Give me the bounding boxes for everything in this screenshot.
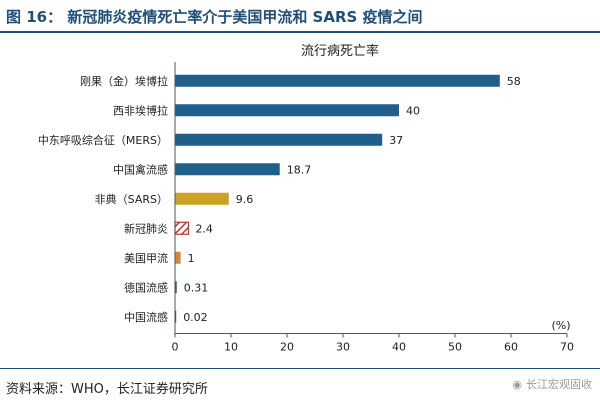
bar — [175, 163, 280, 176]
x-tick-label: 0 — [172, 341, 179, 354]
bar — [174, 221, 190, 235]
category-label: 刚果（金）埃博拉 — [80, 74, 168, 88]
category-label: 德国流感 — [124, 280, 168, 294]
x-tick-label: 40 — [392, 341, 406, 354]
value-label: 40 — [406, 104, 420, 117]
category-label: 中国流感 — [124, 310, 168, 324]
x-tick-label: 20 — [280, 341, 294, 354]
value-label: 37 — [389, 134, 403, 147]
value-label: 2.4 — [195, 222, 213, 235]
x-tick-label: 50 — [448, 341, 462, 354]
bar-chart: 流行病死亡率 刚果（金）埃博拉 58 西非埃博拉 40 中东呼吸综合征（MERS） 37 中… — [38, 43, 574, 354]
value-label: 0.02 — [183, 311, 208, 324]
value-label: 0.31 — [184, 281, 209, 294]
figure-header: 图 16： 新冠肺炎疫情死亡率介于美国甲流和 SARS 疫情之间 — [0, 0, 600, 33]
watermark: ◉ 长江宏观固收 — [512, 376, 592, 392]
unit-label: (%) — [551, 319, 570, 332]
header-rule — [0, 31, 600, 33]
bar — [175, 192, 229, 205]
figure-title: 图 16： 新冠肺炎疫情死亡率介于美国甲流和 SARS 疫情之间 — [6, 8, 423, 26]
figure-footer: 资料来源：WHO，长江证券研究所 ◉ 长江宏观固收 — [0, 368, 600, 400]
value-label: 1 — [188, 252, 195, 265]
bar — [175, 74, 500, 87]
source-note: 资料来源：WHO，长江证券研究所 — [6, 382, 208, 397]
watermark-text: 长江宏观固收 — [526, 378, 592, 391]
category-label: 非典（SARS） — [95, 192, 168, 206]
bars-layer: 刚果（金）埃博拉 58 西非埃博拉 40 中东呼吸综合征（MERS） 37 中国禽流感 18.… — [38, 74, 521, 324]
x-axis: 0 10 20 30 40 50 60 70 — [172, 62, 574, 354]
x-tick-label: 10 — [224, 341, 238, 354]
category-label: 中东呼吸综合征（MERS） — [38, 133, 168, 147]
bar — [175, 133, 383, 146]
category-label: 西非埃博拉 — [113, 103, 168, 117]
x-tick-label: 30 — [336, 341, 350, 354]
category-label: 美国甲流 — [124, 251, 168, 265]
chart-title: 流行病死亡率 — [301, 43, 379, 59]
category-label: 新冠肺炎 — [124, 221, 168, 235]
value-label: 58 — [507, 75, 521, 88]
x-tick-label: 60 — [504, 341, 518, 354]
wechat-icon: ◉ — [512, 378, 522, 391]
footer-rule — [0, 368, 600, 369]
bar — [175, 251, 181, 264]
bar — [175, 281, 177, 294]
value-label: 9.6 — [236, 193, 254, 206]
value-label: 18.7 — [287, 163, 312, 176]
bar — [175, 104, 399, 117]
category-label: 中国禽流感 — [113, 162, 168, 176]
bar — [175, 310, 177, 323]
x-tick-label: 70 — [560, 341, 574, 354]
